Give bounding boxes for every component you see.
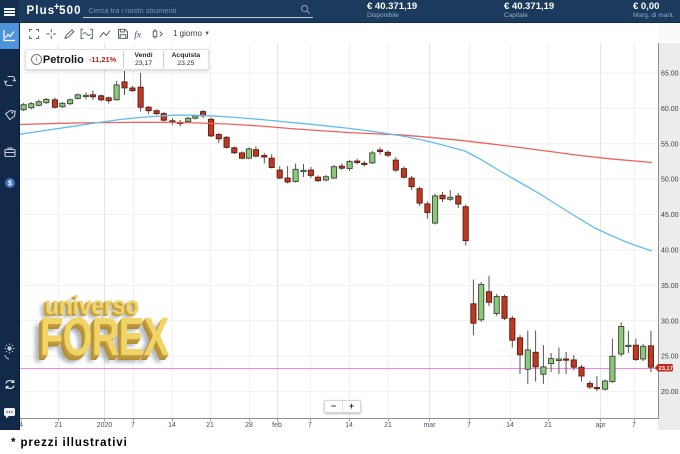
svg-text:50.00: 50.00	[661, 177, 679, 184]
svg-text:14: 14	[345, 422, 353, 429]
svg-text:fx: fx	[134, 30, 142, 41]
svg-text:21: 21	[206, 422, 214, 429]
svg-text:45.00: 45.00	[661, 212, 679, 219]
svg-text:55.00: 55.00	[661, 141, 679, 148]
svg-text:14: 14	[506, 422, 514, 429]
svg-text:14: 14	[168, 422, 176, 429]
svg-text:20.00: 20.00	[661, 389, 679, 396]
svg-text:28: 28	[245, 422, 253, 429]
svg-text:21: 21	[384, 422, 392, 429]
svg-text:65.00: 65.00	[661, 71, 679, 78]
svg-text:7: 7	[632, 422, 636, 429]
svg-text:7: 7	[131, 422, 135, 429]
svg-text:7: 7	[467, 422, 471, 429]
svg-text:4: 4	[19, 422, 23, 429]
svg-text:$: $	[7, 179, 12, 188]
svg-text:feb: feb	[272, 422, 282, 429]
svg-text:7: 7	[308, 422, 312, 429]
svg-text:40.00: 40.00	[661, 248, 679, 255]
svg-text:21: 21	[55, 422, 63, 429]
svg-text:30.00: 30.00	[661, 318, 679, 325]
svg-text:apr: apr	[595, 422, 606, 429]
svg-text:21: 21	[544, 422, 552, 429]
svg-text:mar: mar	[423, 422, 436, 429]
svg-text:25.00: 25.00	[661, 354, 679, 361]
svg-text:35.00: 35.00	[661, 283, 679, 290]
svg-text:2020: 2020	[97, 422, 113, 429]
svg-text:60.00: 60.00	[661, 106, 679, 113]
svg-text:23,17: 23,17	[659, 366, 674, 372]
